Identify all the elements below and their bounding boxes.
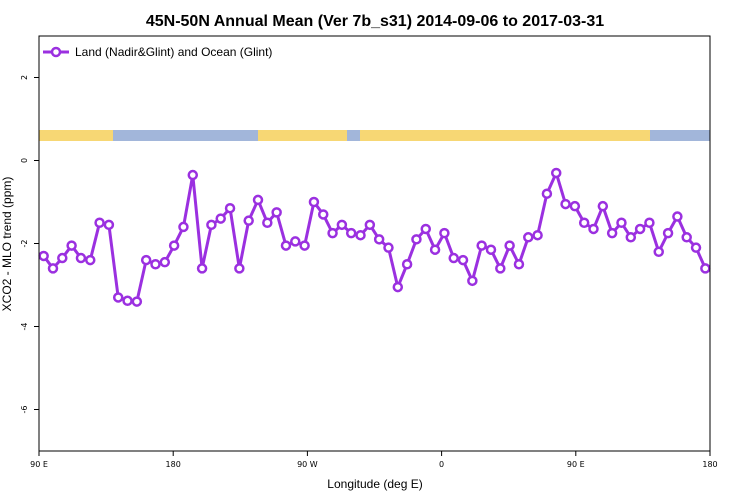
data-point	[411, 234, 422, 245]
data-point	[634, 223, 646, 235]
data-point	[38, 250, 49, 262]
data-point	[178, 221, 189, 233]
ocean-band	[347, 130, 360, 141]
data-point	[57, 252, 68, 264]
data-point	[336, 219, 348, 231]
data-point	[457, 254, 469, 266]
data-point	[355, 229, 366, 241]
y-tick-label: -6	[20, 406, 29, 414]
data-point	[467, 275, 478, 287]
data-point	[504, 240, 515, 251]
data-point	[588, 223, 599, 235]
y-tick-label: 0	[20, 158, 29, 163]
data-point	[523, 232, 534, 243]
data-point	[429, 244, 441, 255]
data-point	[495, 263, 506, 274]
data-point	[345, 227, 357, 239]
data-point	[690, 242, 702, 253]
data-point	[578, 217, 590, 228]
legend: Land (Nadir&Glint) and Ocean (Glint)	[43, 45, 272, 59]
x-axis-label: Longitude (deg E)	[327, 477, 422, 491]
data-point	[373, 234, 385, 245]
data-point	[364, 219, 376, 231]
x-tick-label: 180	[166, 460, 181, 469]
data-point	[439, 227, 450, 239]
data-point	[485, 244, 497, 255]
x-axis-ticks: 90 E 180 90 W 0 90 E 180	[30, 451, 718, 469]
data-point	[131, 296, 143, 307]
plot-frame	[38, 35, 711, 452]
data-point	[401, 259, 413, 270]
data-point	[448, 252, 459, 264]
data-point	[532, 229, 543, 241]
data-point	[299, 240, 310, 251]
x-tick-label: 90 E	[30, 460, 48, 469]
x-tick-label: 180	[702, 460, 717, 469]
data-point	[271, 207, 282, 218]
data-point	[420, 223, 432, 235]
data-point	[103, 219, 115, 231]
data-point	[681, 232, 692, 243]
y-axis-ticks: 2 0 -2 -4 -6	[20, 75, 39, 414]
y-tick-label: 2	[20, 75, 29, 80]
data-point	[243, 215, 254, 226]
y-tick-label: -2	[20, 240, 29, 248]
x-tick-label: 90 W	[297, 460, 318, 469]
land-ocean-strip	[39, 130, 710, 141]
data-point	[383, 242, 394, 253]
ocean-band	[650, 130, 710, 141]
data-point	[392, 281, 404, 293]
data-point	[616, 217, 627, 228]
data-point	[317, 209, 329, 220]
data-point	[262, 217, 273, 228]
data-point	[308, 196, 320, 208]
data-point	[252, 194, 264, 206]
data-point	[224, 202, 236, 214]
data-point	[112, 292, 124, 303]
data-point	[140, 254, 152, 266]
data-point	[234, 263, 245, 274]
legend-label: Land (Nadir&Glint) and Ocean (Glint)	[75, 45, 272, 59]
y-tick-label: -4	[20, 323, 29, 331]
data-point	[644, 217, 655, 228]
data-point	[94, 217, 105, 228]
data-point	[541, 188, 553, 199]
data-point	[476, 240, 487, 251]
data-point	[150, 259, 161, 270]
data-point	[122, 295, 133, 307]
data-point	[290, 236, 301, 247]
data-point	[606, 227, 618, 239]
data-point	[85, 254, 96, 266]
data-point	[597, 200, 609, 212]
data-point	[159, 256, 171, 268]
x-tick-label: 0	[439, 460, 444, 469]
data-point	[187, 169, 199, 181]
ocean-band	[113, 130, 258, 141]
data-point	[672, 211, 683, 222]
data-point	[550, 167, 562, 179]
series-layer	[38, 167, 711, 307]
data-point	[327, 227, 338, 239]
y-axis-label: XCO2 - MLO trend (ppm)	[0, 177, 14, 312]
chart-title: 45N-50N Annual Mean (Ver 7b_s31) 2014-09…	[146, 13, 604, 30]
data-point	[625, 232, 637, 243]
data-point	[75, 252, 87, 264]
data-point	[168, 240, 180, 251]
data-point	[66, 240, 77, 251]
data-point	[560, 198, 571, 210]
data-point	[280, 240, 292, 251]
data-point	[513, 259, 525, 270]
data-point	[662, 227, 674, 239]
data-point	[196, 263, 208, 274]
data-point	[653, 246, 664, 258]
data-point	[47, 263, 59, 274]
data-point	[700, 263, 711, 274]
data-point	[206, 219, 217, 231]
data-point	[215, 213, 226, 224]
legend-marker	[50, 46, 62, 58]
land-band	[39, 130, 710, 141]
data-point	[569, 200, 581, 212]
x-tick-label: 90 E	[567, 460, 585, 469]
